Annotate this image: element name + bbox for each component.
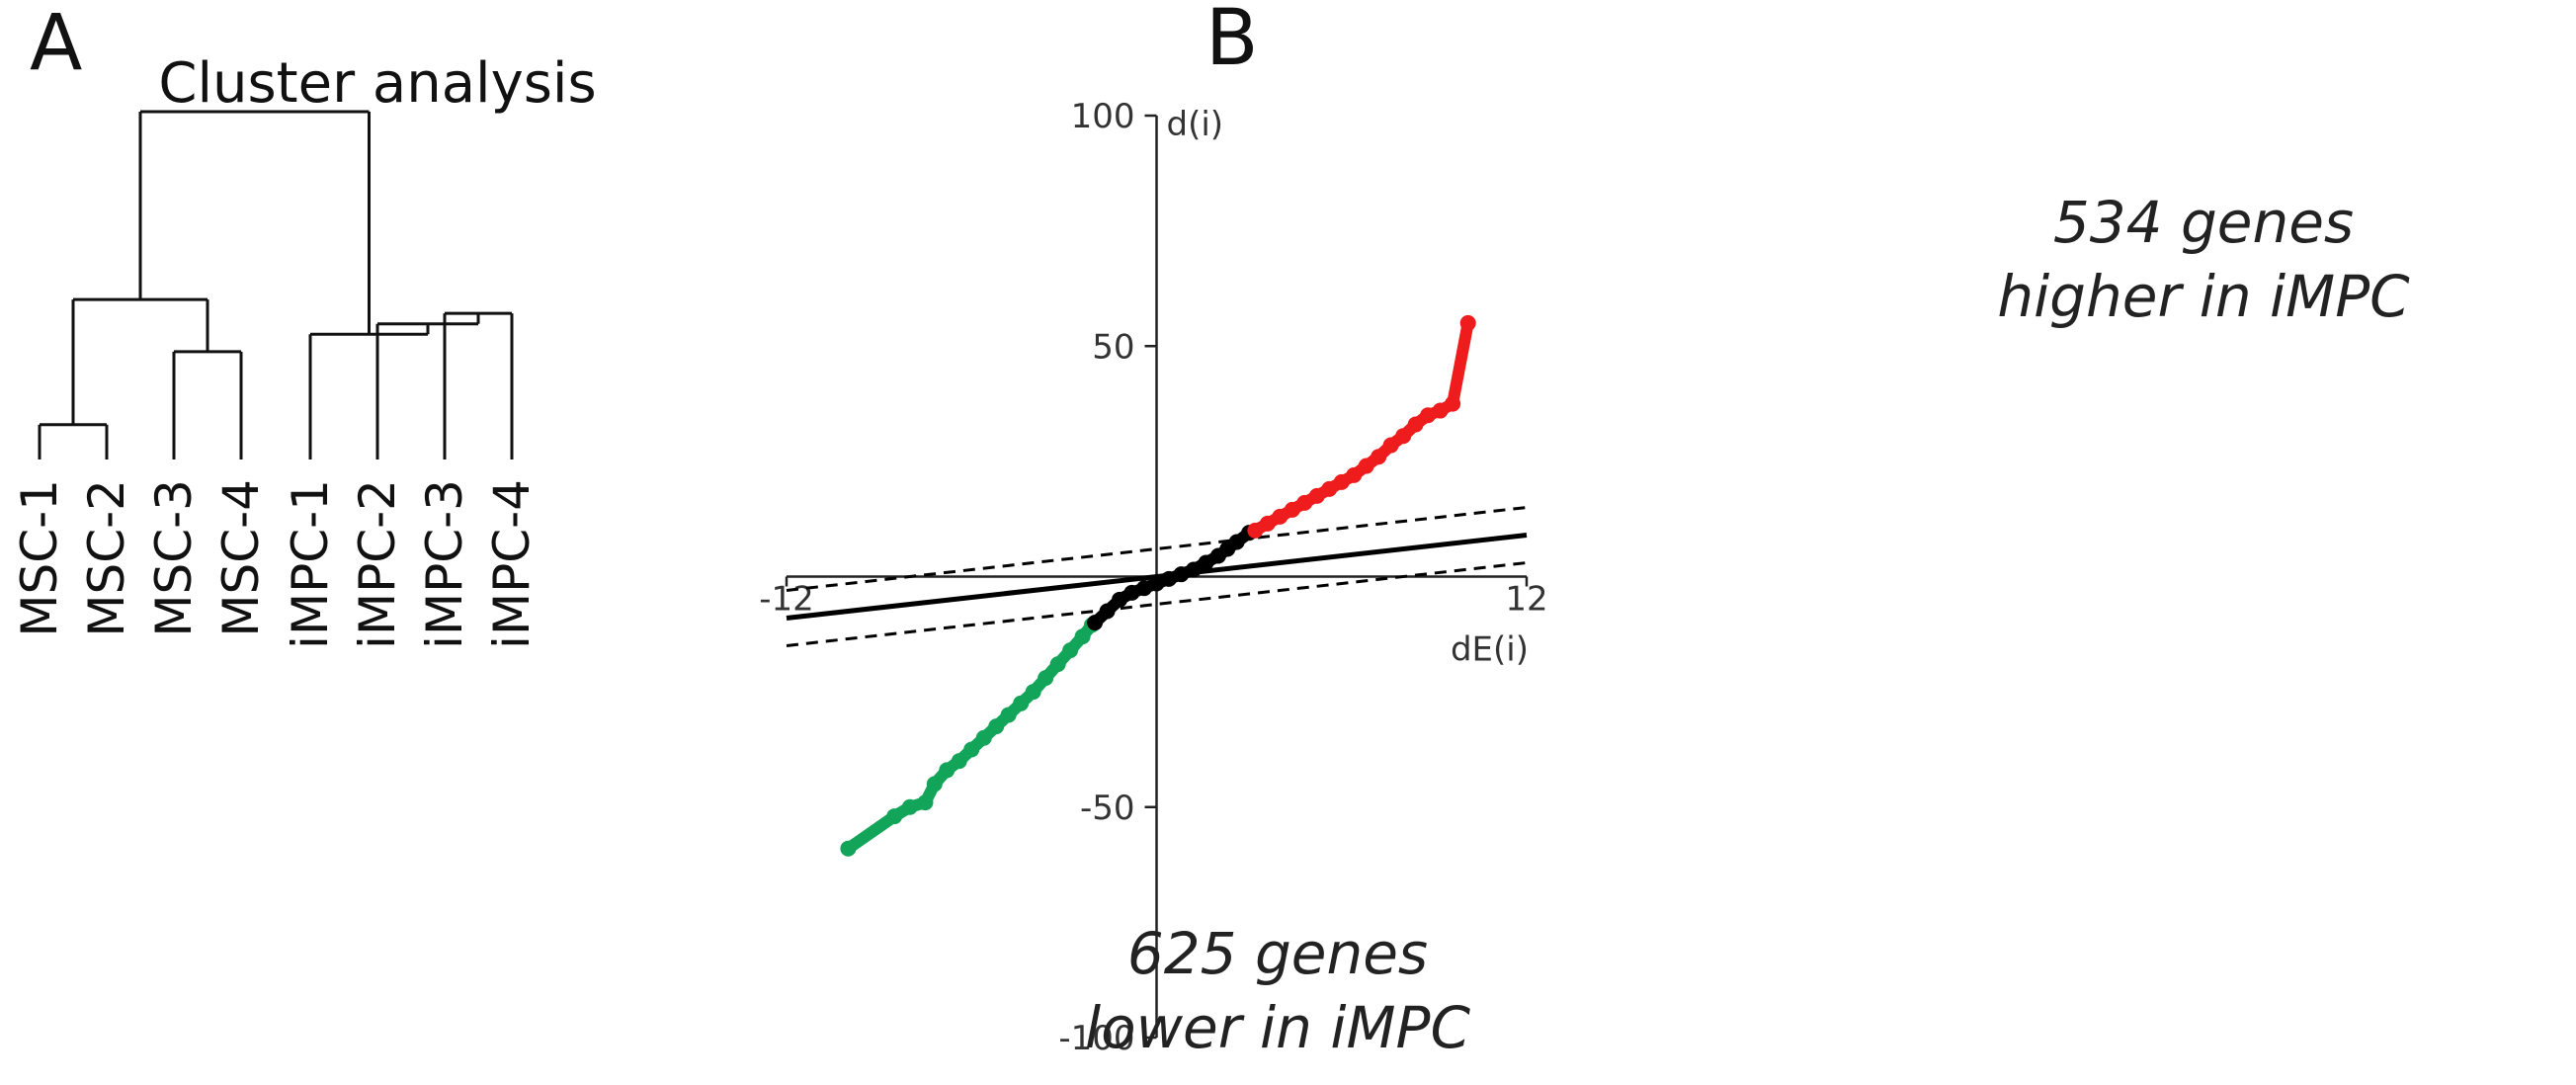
data-point-higher-in-iMPC-16 [1445, 395, 1461, 412]
annotation-down-line-2: lower in iMPC [1085, 994, 1470, 1061]
data-point-not-significant-3 [1123, 584, 1140, 601]
x-tick-label: 12 [1505, 580, 1547, 620]
data-point-lower-in-iMPC-2 [901, 798, 918, 815]
leaf-label-impc-4: iMPC-4 [483, 479, 540, 649]
data-point-lower-in-iMPC-6 [951, 753, 967, 770]
panel-a-letter: A [30, 0, 82, 88]
data-point-lower-in-iMPC-7 [963, 741, 980, 758]
data-point-higher-in-iMPC-11 [1382, 437, 1399, 454]
leaf-label-msc-2: MSC-2 [78, 479, 135, 637]
data-point-lower-in-iMPC-5 [939, 762, 956, 779]
y-tick-label: -100 [1058, 1019, 1134, 1058]
dendrogram-leaf-labels: MSC-1 MSC-2 MSC-3 MSC-4 iMPC-1 iMPC-2 iMPC-3 iM… [11, 479, 540, 649]
data-point-not-significant-6 [1160, 570, 1177, 587]
leaf-label-impc-1: iMPC-1 [282, 479, 339, 649]
data-point-not-significant-4 [1136, 580, 1153, 597]
data-point-higher-in-iMPC-3 [1284, 501, 1300, 518]
data-point-lower-in-iMPC-16 [1074, 628, 1091, 645]
data-point-higher-in-iMPC-15 [1432, 402, 1449, 419]
data-point-lower-in-iMPC-0 [840, 840, 857, 857]
data-point-higher-in-iMPC-14 [1420, 407, 1437, 424]
y-tick-label: -50 [1080, 789, 1135, 828]
data-point-lower-in-iMPC-1 [886, 808, 903, 825]
panel-b: B 100 50 -50 -100 -12 12 dE(i) d(i) 534 genes h… [759, 0, 2410, 1061]
reference-line-upper-threshold [786, 506, 1528, 592]
data-point-not-significant-9 [1198, 554, 1214, 571]
data-point-higher-in-iMPC-12 [1395, 428, 1412, 445]
dendrogram-tree [38, 110, 514, 459]
data-point-higher-in-iMPC-0 [1247, 522, 1264, 539]
data-point-higher-in-iMPC-5 [1308, 487, 1325, 504]
data-point-lower-in-iMPC-3 [917, 794, 934, 811]
y-axis-label: d(i) [1167, 105, 1224, 144]
dendrogram-title: Cluster analysis [158, 51, 596, 116]
data-point-lower-in-iMPC-9 [988, 718, 1005, 735]
data-point-higher-in-iMPC-2 [1272, 508, 1288, 525]
leaf-label-impc-3: iMPC-3 [416, 479, 473, 649]
data-point-higher-in-iMPC-10 [1371, 449, 1387, 465]
sam-points [840, 314, 1476, 857]
leaf-label-msc-3: MSC-3 [145, 479, 203, 637]
series-segment [842, 810, 901, 855]
leaf-label-impc-2: iMPC-2 [349, 479, 406, 649]
data-point-not-significant-0 [1087, 615, 1104, 631]
data-point-higher-in-iMPC-1 [1259, 515, 1276, 532]
data-point-not-significant-12 [1228, 534, 1245, 550]
data-point-higher-in-iMPC-9 [1358, 458, 1374, 474]
data-point-not-significant-1 [1099, 603, 1116, 620]
data-point-lower-in-iMPC-10 [1000, 707, 1017, 723]
leaf-label-msc-1: MSC-1 [11, 479, 68, 637]
data-point-lower-in-iMPC-12 [1025, 684, 1041, 701]
data-point-higher-in-iMPC-6 [1321, 480, 1338, 497]
data-point-lower-in-iMPC-8 [975, 729, 992, 746]
data-point-higher-in-iMPC-13 [1407, 416, 1424, 433]
x-axis-label: dE(i) [1451, 630, 1529, 670]
data-point-higher-in-iMPC-8 [1346, 466, 1363, 483]
annotation-up-line-2: higher in iMPC [1997, 263, 2410, 330]
data-point-lower-in-iMPC-4 [926, 776, 943, 793]
y-tick-label: 50 [1092, 327, 1134, 367]
panel-a: A Cluster analysis MSC-1 MSC-2 MSC-3 MSC-4 i… [11, 0, 597, 649]
data-point-higher-in-iMPC-4 [1296, 494, 1313, 511]
leaf-label-msc-4: MSC-4 [212, 479, 270, 637]
y-tick-label: 100 [1071, 97, 1135, 136]
data-point-lower-in-iMPC-15 [1062, 642, 1079, 659]
x-tick-label: -12 [759, 580, 814, 620]
data-point-lower-in-iMPC-14 [1049, 656, 1066, 673]
panel-b-letter: B [1205, 0, 1259, 83]
data-point-not-significant-7 [1173, 566, 1190, 583]
series-segment [1447, 316, 1474, 410]
data-point-not-significant-2 [1112, 591, 1128, 608]
data-point-not-significant-8 [1185, 561, 1202, 578]
annotation-up-line-1: 534 genes [2053, 189, 2354, 256]
data-point-lower-in-iMPC-11 [1013, 695, 1030, 711]
data-point-higher-in-iMPC-7 [1333, 473, 1350, 490]
annotation-down-line-1: 625 genes [1127, 920, 1428, 987]
data-point-lower-in-iMPC-13 [1038, 670, 1054, 687]
reference-line-lower-threshold [786, 561, 1528, 647]
data-point-higher-in-iMPC-17 [1459, 314, 1476, 331]
data-point-not-significant-5 [1148, 575, 1165, 592]
